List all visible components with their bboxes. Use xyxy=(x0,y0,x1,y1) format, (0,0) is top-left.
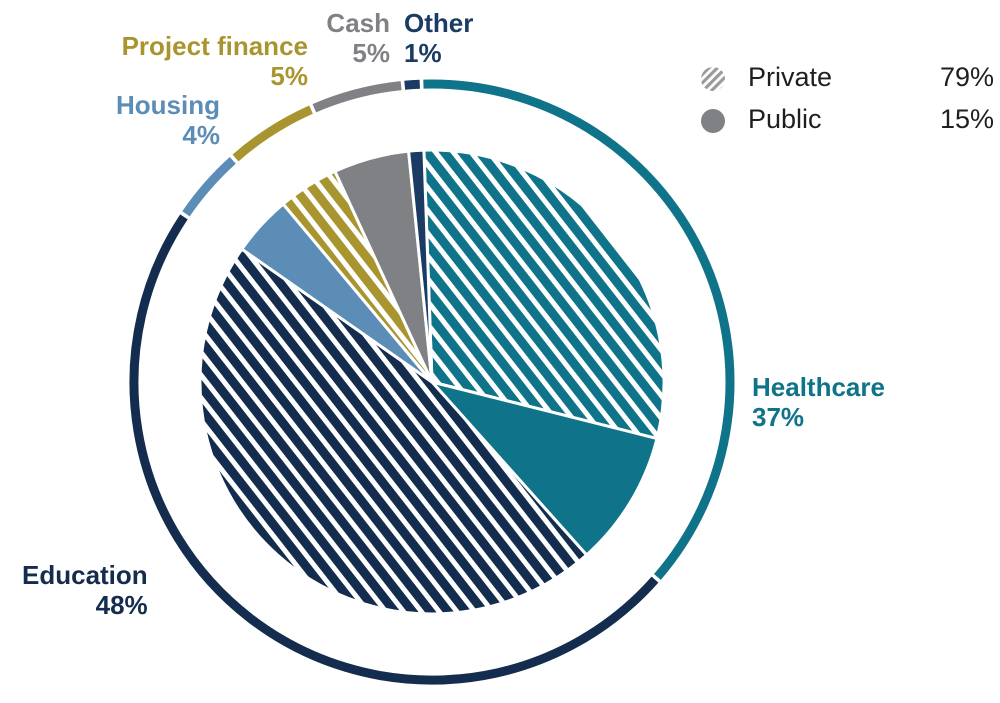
outer-ring xyxy=(129,79,735,685)
legend: Private 79% Public 15% xyxy=(700,60,1000,144)
legend-private-value: 79% xyxy=(939,62,994,92)
label-other-value: 1% xyxy=(404,38,442,68)
label-other: Other 1% xyxy=(404,8,473,68)
label-project-finance: Project finance 5% xyxy=(60,31,308,91)
wedge-healthcare-private xyxy=(422,148,666,441)
label-education: Education 48% xyxy=(22,560,148,620)
label-cash-name: Cash xyxy=(326,8,390,38)
label-cash-value: 5% xyxy=(352,38,390,68)
label-cash: Cash 5% xyxy=(300,8,390,68)
wedge-education-private xyxy=(198,247,589,616)
legend-public-label: Public xyxy=(748,104,822,134)
label-housing: Housing 4% xyxy=(60,90,220,150)
ring-arc-other xyxy=(404,79,420,90)
legend-item-public: Public 15% xyxy=(700,102,1000,144)
label-housing-value: 4% xyxy=(182,120,220,150)
label-other-name: Other xyxy=(404,8,474,38)
ring-arc-project-finance xyxy=(232,105,313,162)
label-healthcare-value: 37% xyxy=(752,402,805,432)
label-project-finance-name: Project finance xyxy=(121,31,308,61)
hatched-circle-icon xyxy=(701,67,725,91)
solid-circle-icon xyxy=(701,109,725,133)
wedge-other-public xyxy=(407,148,434,384)
legend-private-label: Private xyxy=(748,62,833,92)
label-housing-name: Housing xyxy=(116,90,220,120)
ring-arc-housing xyxy=(182,157,236,217)
label-education-value: 48% xyxy=(95,590,148,620)
ring-arc-education xyxy=(129,214,659,685)
ring-arc-cash xyxy=(312,81,402,113)
label-project-finance-value: 5% xyxy=(270,61,308,91)
label-education-name: Education xyxy=(22,560,148,590)
legend-item-private: Private 79% xyxy=(700,60,1000,102)
label-healthcare-name: Healthcare xyxy=(752,372,885,402)
label-healthcare: Healthcare 37% xyxy=(752,372,885,432)
wedge-healthcare-public xyxy=(430,380,659,557)
inner-pie xyxy=(198,148,666,616)
ring-arc-healthcare xyxy=(423,79,735,580)
legend-public-value: 15% xyxy=(939,104,994,134)
